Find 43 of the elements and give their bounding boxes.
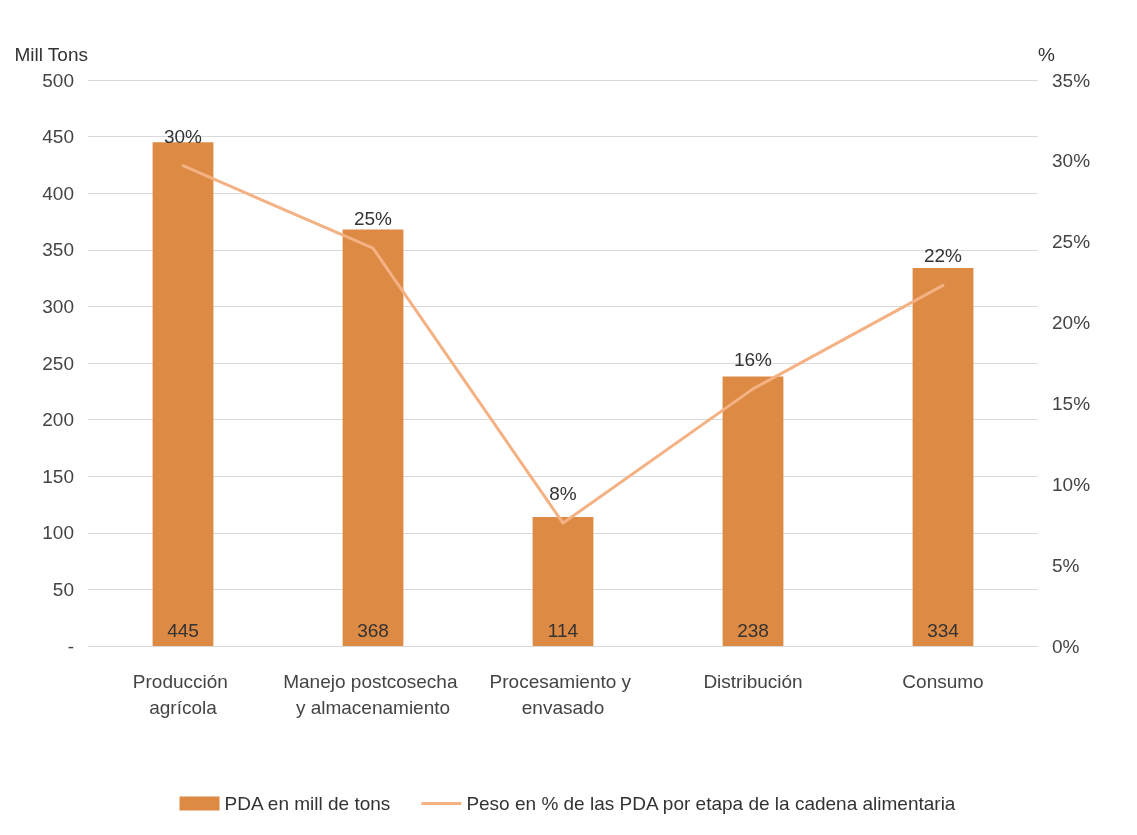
data-label: 445	[167, 620, 199, 641]
x-tick-label: Distribución	[703, 670, 803, 692]
bar	[532, 516, 594, 646]
y-axis-title: Mill Tons	[14, 44, 88, 65]
data-label: 22%	[923, 245, 963, 267]
y-tick-label: 400	[42, 182, 74, 204]
bar	[152, 142, 214, 646]
y2-tick-label: 5%	[1052, 554, 1080, 576]
data-label: 238	[737, 620, 769, 641]
y-tick-label: 200	[42, 409, 74, 431]
x-tick-label: Producción agrícola	[132, 670, 234, 718]
y2-tick-label: 20%	[1052, 312, 1091, 334]
x-tick-label: Consumo	[902, 670, 984, 692]
data-label: 25%	[353, 208, 393, 230]
y-tick-label: 50	[52, 578, 74, 600]
y2-tick-label: 35%	[1052, 69, 1091, 91]
y-tick-label: 100	[42, 522, 74, 544]
bar	[342, 229, 404, 646]
y-tick-label: 150	[42, 465, 74, 487]
y-tick-label: -	[67, 635, 74, 657]
y2-tick-label: 25%	[1052, 231, 1091, 253]
data-label: 114	[547, 620, 579, 641]
data-label: 368	[357, 620, 389, 641]
y-tick-label: 350	[42, 239, 74, 261]
y2-tick-label: 0%	[1052, 635, 1080, 657]
y-tick-label: 500	[42, 69, 74, 91]
y2-tick-label: 15%	[1052, 392, 1091, 414]
data-label: 334	[927, 620, 960, 641]
y2-axis-title: %	[1038, 44, 1055, 65]
y-tick-label: 250	[42, 352, 74, 374]
legend-label: Peso en % de las PDA por etapa de la cadena alimentaria	[466, 793, 956, 814]
y-tick-label: 300	[42, 295, 74, 317]
data-label: 30%	[163, 125, 203, 147]
x-tick-label: Manejo postcosecha y almacenamiento	[283, 670, 463, 718]
legend-label: PDA en mill de tons	[224, 793, 391, 814]
data-label: 16%	[733, 348, 773, 370]
x-tick-label: Procesamiento y envasado	[489, 670, 637, 718]
y-tick-label: 450	[42, 126, 74, 148]
bar	[722, 376, 784, 646]
data-label: 8%	[549, 483, 577, 505]
y2-tick-label: 30%	[1052, 150, 1091, 172]
bar	[912, 267, 974, 646]
y2-tick-label: 10%	[1052, 473, 1091, 495]
